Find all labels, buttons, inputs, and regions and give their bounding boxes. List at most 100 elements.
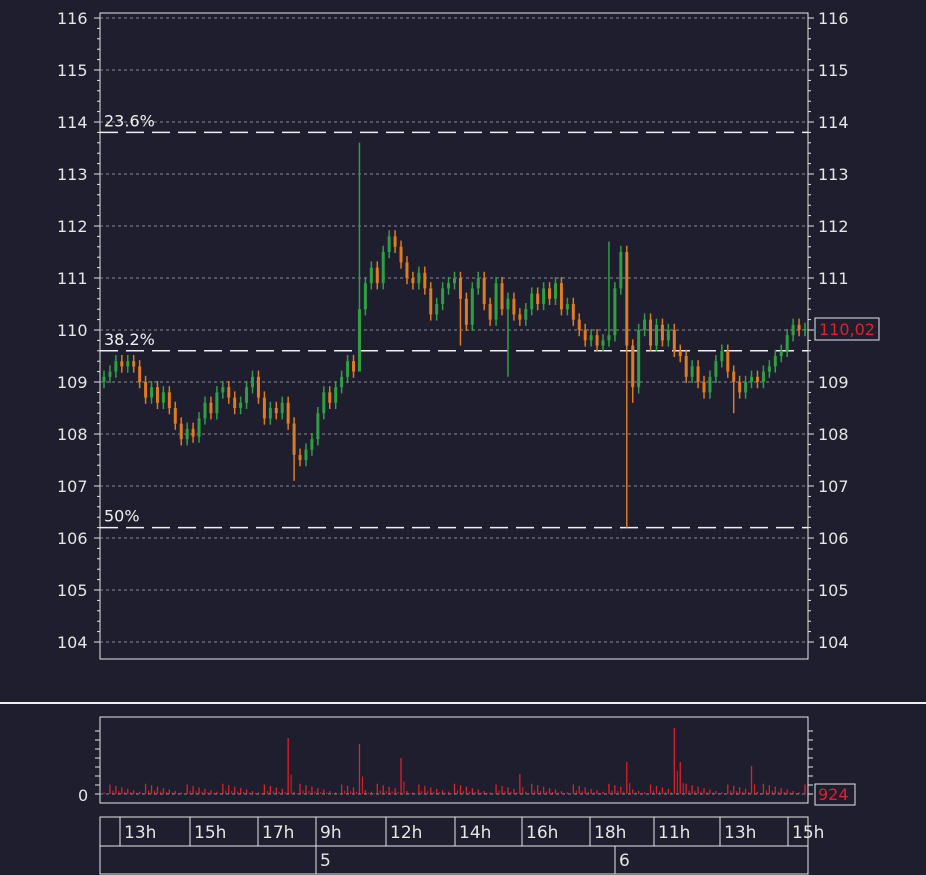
left-tick-label: 112 <box>57 217 88 236</box>
candle-body <box>209 402 213 414</box>
left-tick-label: 115 <box>57 61 88 80</box>
candle-body <box>684 356 688 377</box>
day-axis-frame <box>99 845 809 875</box>
left-tick-label: 113 <box>57 165 88 184</box>
candle-body <box>435 304 439 315</box>
candle-body <box>447 283 451 289</box>
volume-zero-label: 0 <box>78 786 88 805</box>
last-volume-box <box>814 783 856 806</box>
right-tick-label: 112 <box>818 217 849 236</box>
hour-label: 18h <box>594 823 626 843</box>
right-tick-label: 104 <box>818 633 849 652</box>
candle-body <box>185 428 189 440</box>
left-tick-label: 106 <box>57 529 88 548</box>
time-axis: 13h 15h 17h 9h 12h 14h 16h 18h 11h 13h 15h 5 6 <box>99 816 824 875</box>
candle-body <box>643 319 647 330</box>
left-tick-label: 105 <box>57 581 88 600</box>
volume-panel-frame <box>99 716 809 804</box>
candle-body <box>583 330 587 341</box>
candle-body <box>441 288 445 304</box>
candle-body <box>666 330 670 341</box>
candle-body <box>304 449 308 460</box>
candle-body <box>536 293 540 304</box>
candle-body <box>310 439 314 450</box>
right-tick-label: 116 <box>818 9 849 28</box>
candle-body <box>417 272 421 284</box>
candle-body <box>678 350 682 356</box>
candle-body <box>227 387 231 398</box>
candle-body <box>571 304 575 320</box>
left-y-axis: 104 105 106 107 108 109 110 111 112 113 114 115 116 <box>57 9 100 652</box>
candle-body <box>458 278 462 299</box>
candle-body <box>298 454 302 460</box>
candle-body <box>470 288 474 325</box>
fib-label: 23.6% <box>104 111 155 130</box>
candle-body <box>785 335 789 351</box>
candle-body <box>755 376 759 382</box>
candle-body <box>559 283 563 310</box>
candle-body <box>381 252 385 284</box>
hour-label: 14h <box>459 823 491 843</box>
candle-body <box>494 283 498 320</box>
candle-body <box>167 392 171 408</box>
candle-body <box>761 371 765 382</box>
candle-body <box>625 252 629 346</box>
right-tick-label: 113 <box>818 165 849 184</box>
candle-body <box>215 392 219 414</box>
price-panel-frame <box>99 12 809 660</box>
candle-body <box>654 324 658 346</box>
candle-body <box>453 278 456 284</box>
candle-body <box>191 428 195 437</box>
candle-body <box>239 402 243 408</box>
hour-label: 16h <box>526 823 558 843</box>
candle-body <box>482 278 486 304</box>
candle-body <box>631 345 635 388</box>
candle-body <box>173 408 177 424</box>
candle-body <box>150 387 154 398</box>
candle-body <box>690 366 694 377</box>
candle-body <box>803 328 807 331</box>
candle-body <box>767 366 771 372</box>
candle-body <box>637 330 641 388</box>
right-tick-label: 111 <box>818 269 849 288</box>
candle-body <box>577 319 581 330</box>
hour-label: 11h <box>658 823 690 843</box>
candle-body <box>221 387 225 393</box>
candle-body <box>340 376 344 388</box>
right-tick-label: 109 <box>818 373 849 392</box>
right-tick-label: 114 <box>818 113 849 132</box>
candle-body <box>328 392 332 403</box>
candle-body <box>512 298 516 315</box>
candle-body <box>280 402 284 414</box>
last-price-box <box>814 317 880 341</box>
candle-body <box>108 371 112 377</box>
candle-body <box>773 356 777 367</box>
candle-body <box>292 423 296 455</box>
candle-body <box>530 293 534 310</box>
candle-body <box>589 335 593 341</box>
candle-body <box>595 335 599 346</box>
candle-body <box>363 283 367 310</box>
hour-label: 13h <box>124 823 156 843</box>
candle-body <box>233 397 237 408</box>
hour-label: 12h <box>390 823 422 843</box>
candle-body <box>672 330 676 351</box>
candle-body <box>405 262 409 278</box>
candle-body <box>553 283 557 299</box>
candle-body <box>797 324 801 330</box>
candle-body <box>268 408 272 419</box>
candle-body <box>738 382 742 393</box>
candle-body <box>464 298 468 325</box>
candle-body <box>197 418 201 437</box>
hour-label: 9h <box>320 823 342 843</box>
candle-body <box>120 361 124 367</box>
candle-body <box>720 350 724 362</box>
candle-body <box>411 278 415 284</box>
candle-body <box>256 376 260 398</box>
candle-body <box>429 288 433 315</box>
candle-body <box>607 335 611 341</box>
candle-body <box>126 361 130 367</box>
candle-body <box>357 309 361 372</box>
right-tick-label: 115 <box>818 61 849 80</box>
